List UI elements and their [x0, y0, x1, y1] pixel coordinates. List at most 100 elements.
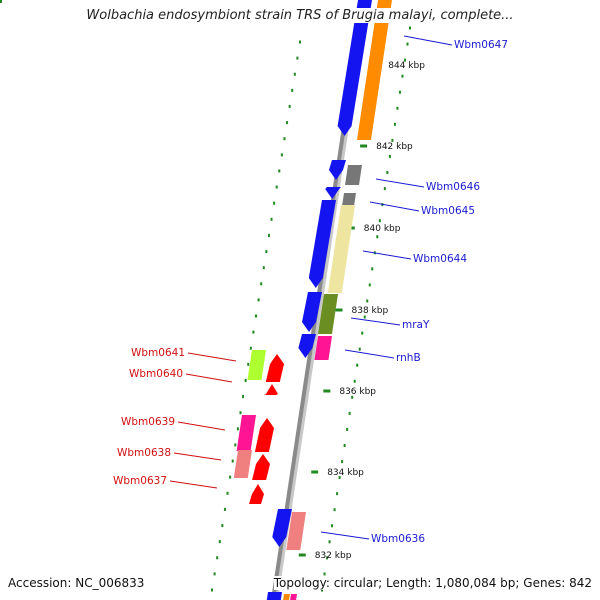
label-leader-line — [369, 201, 420, 212]
guide-dot — [244, 378, 247, 382]
gene-arrow — [264, 384, 278, 395]
guide-dot — [265, 250, 268, 254]
guide-dot — [341, 460, 344, 464]
guide-dot — [288, 104, 291, 108]
gene-name[interactable]: Wbm0640 — [129, 368, 183, 380]
guide-dot — [391, 138, 394, 142]
gene-label-wbm0638[interactable]: Wbm0638 — [117, 447, 222, 461]
guide-dot — [283, 137, 286, 141]
gene-name[interactable]: Wbm0641 — [131, 347, 185, 359]
guide-dot — [336, 492, 339, 496]
guide-dot — [326, 556, 329, 560]
gene-arrow — [272, 509, 292, 547]
guide-dot — [216, 556, 219, 560]
gene-name[interactable]: mraY — [402, 319, 430, 331]
guide-dot — [218, 540, 221, 544]
gene-label-wbm0644[interactable]: Wbm0644 — [362, 250, 467, 265]
kbp-tick: 836 kbp — [323, 387, 376, 397]
guide-dot — [371, 267, 374, 271]
gene-label-rnhb[interactable]: rnhB — [344, 349, 421, 364]
gene-name[interactable]: Wbm0644 — [413, 253, 467, 265]
gene-label-wbm0639[interactable]: Wbm0639 — [121, 416, 226, 431]
gene-block — [345, 165, 362, 185]
guide-dot — [383, 187, 386, 191]
dotted-guide-lines — [0, 0, 411, 592]
gene-name[interactable]: Wbm0639 — [121, 416, 175, 428]
guide-dot — [211, 588, 213, 592]
guide-dot — [255, 314, 257, 318]
guide-dot — [338, 476, 341, 480]
gene-block — [342, 193, 356, 205]
guide-dot — [356, 363, 359, 367]
length-label: Length: — [386, 576, 432, 590]
guide-dot — [257, 298, 260, 302]
label-leader-line — [177, 421, 226, 431]
tick-mark — [311, 470, 319, 474]
tick-label: 844 kbp — [388, 61, 425, 71]
guide-dot — [267, 233, 270, 237]
guide-dot — [0, 0, 2, 3]
gene-arrow — [337, 0, 372, 136]
guide-dot — [213, 572, 216, 576]
gene-arrow — [329, 160, 346, 180]
guide-dot — [403, 58, 406, 62]
gene-name[interactable]: Wbm0637 — [113, 475, 167, 487]
gene-arrow — [308, 200, 336, 288]
gene-name[interactable]: Wbm0647 — [454, 39, 508, 51]
gene-label-wbm0637[interactable]: Wbm0637 — [113, 475, 218, 489]
guide-dot — [221, 524, 224, 528]
guide-dot — [351, 395, 354, 399]
gene-label-wbm0645[interactable]: Wbm0645 — [369, 201, 475, 217]
tick-label: 834 kbp — [327, 468, 364, 478]
guide-dot — [376, 235, 379, 239]
tick-label: 832 kbp — [315, 551, 352, 561]
gene-name[interactable]: Wbm0638 — [117, 447, 171, 459]
guide-dot — [239, 411, 242, 415]
gene-label-wbm0640[interactable]: Wbm0640 — [129, 368, 233, 383]
guide-dot — [343, 443, 346, 447]
kbp-tick: 838 kbp — [335, 306, 389, 316]
genes-value: 842 — [569, 576, 592, 590]
gene-name[interactable]: Wbm0636 — [371, 533, 425, 545]
tick-label: 838 kbp — [352, 306, 389, 316]
guide-dot — [363, 315, 366, 319]
tick-label: 842 kbp — [376, 142, 413, 152]
guide-dot — [386, 171, 389, 175]
gene-name[interactable]: Wbm0646 — [426, 181, 480, 193]
gene-block — [283, 594, 290, 600]
guide-dot — [296, 56, 299, 60]
gene-arrow — [298, 334, 316, 358]
gene-arrow — [254, 418, 274, 452]
genes-label: Genes: — [523, 576, 566, 590]
tick-label: 836 kbp — [339, 387, 376, 397]
gene-name[interactable]: Wbm0645 — [421, 205, 475, 217]
guide-dot — [331, 524, 334, 528]
map-title: Wolbachia endosymbiont strain TRS of Bru… — [0, 8, 600, 23]
gene-label-mray[interactable]: mraY — [350, 317, 430, 331]
gene-label-wbm0641[interactable]: Wbm0641 — [131, 347, 237, 362]
gene-block — [286, 512, 306, 550]
gene-name[interactable]: rnhB — [396, 352, 421, 364]
guide-dot — [270, 217, 273, 221]
guide-dot — [396, 106, 399, 110]
gene-features — [233, 0, 392, 600]
gene-label-wbm0636[interactable]: Wbm0636 — [320, 531, 425, 545]
guide-dot — [333, 508, 336, 512]
guide-dot — [252, 330, 255, 334]
guide-dot — [393, 122, 396, 126]
gene-label-wbm0646[interactable]: Wbm0646 — [375, 178, 480, 193]
label-leader-line — [169, 480, 218, 489]
gene-block — [314, 336, 332, 360]
guide-dot — [223, 507, 226, 511]
guide-dot — [260, 282, 263, 286]
gene-block — [327, 205, 355, 293]
label-leader-line — [185, 373, 233, 383]
gene-label-wbm0647[interactable]: Wbm0647 — [403, 35, 508, 51]
guide-dot — [368, 283, 371, 287]
tick-mark — [335, 308, 343, 312]
label-leader-line — [344, 349, 395, 359]
guide-dot — [280, 153, 283, 157]
label-leader-line — [350, 317, 401, 326]
gene-arrow — [265, 354, 284, 382]
